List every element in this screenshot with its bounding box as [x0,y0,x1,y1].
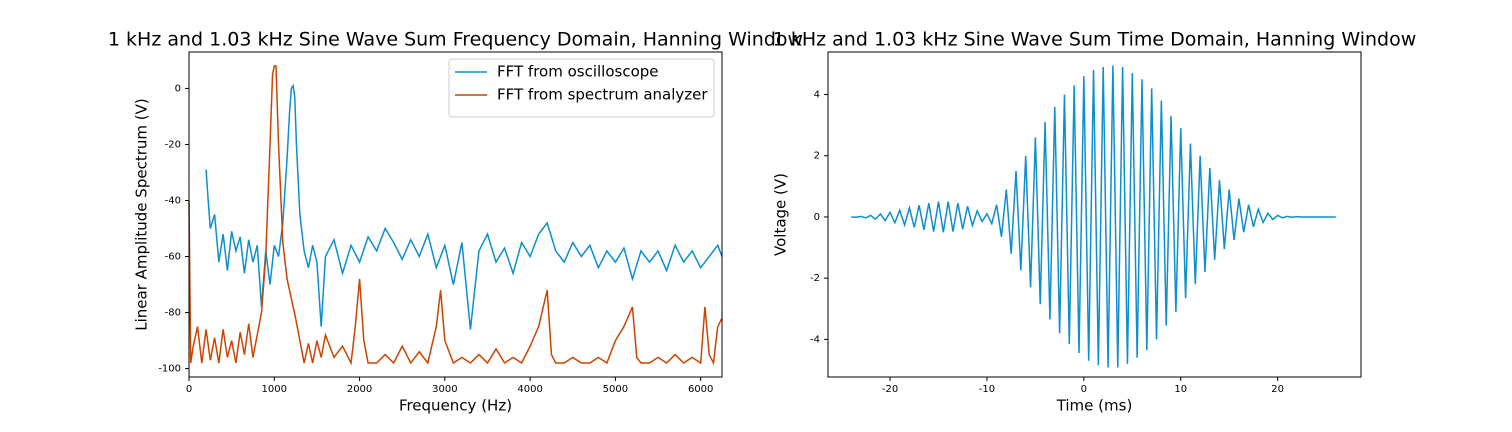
y-tick-label: -20 [165,139,181,150]
y-tick-label: -2 [810,273,820,284]
y-tick-label: 0 [814,212,820,223]
x-axis-label: Frequency (Hz) [399,397,512,415]
axes-frame [827,51,1362,378]
x-tick-label: 4000 [517,384,542,395]
y-axis-label: Voltage (V) [772,173,790,256]
y-tick-label: -80 [165,308,181,319]
x-tick-label: 10 [1174,384,1187,395]
legend-label: FFT from spectrum analyzer [497,86,708,104]
y-tick-label: 0 [175,83,181,94]
x-tick-label: 5000 [603,384,628,395]
x-tick-label: 2000 [347,384,372,395]
y-axis-label: Linear Amplitude Spectrum (V) [133,98,151,330]
legend-label: FFT from oscilloscope [497,63,659,81]
series-line [205,83,723,330]
y-tick-label: -4 [810,334,820,345]
x-tick-label: -10 [979,384,995,395]
axes-frame [188,51,723,378]
x-tick-label: 1000 [262,384,287,395]
y-tick-label: 2 [814,151,820,162]
chart-title: 1 kHz and 1.03 kHz Sine Wave Sum Frequen… [108,29,803,51]
series-line [851,65,1336,368]
y-tick-label: -60 [165,252,181,263]
legend-box [448,58,715,118]
x-tick-label: 3000 [432,384,457,395]
y-tick-label: 4 [814,90,820,101]
x-tick-label: -20 [882,384,898,395]
x-tick-label: 20 [1271,384,1284,395]
series-line [188,65,723,366]
chart-title: 1 kHz and 1.03 kHz Sine Wave Sum Time Do… [773,29,1417,51]
y-tick-label: -40 [165,195,181,206]
x-tick-label: 0 [1081,384,1087,395]
x-axis-label: Time (ms) [1056,397,1133,415]
x-tick-label: 0 [186,384,192,395]
y-tick-label: -100 [158,364,181,375]
x-tick-label: 6000 [688,384,713,395]
